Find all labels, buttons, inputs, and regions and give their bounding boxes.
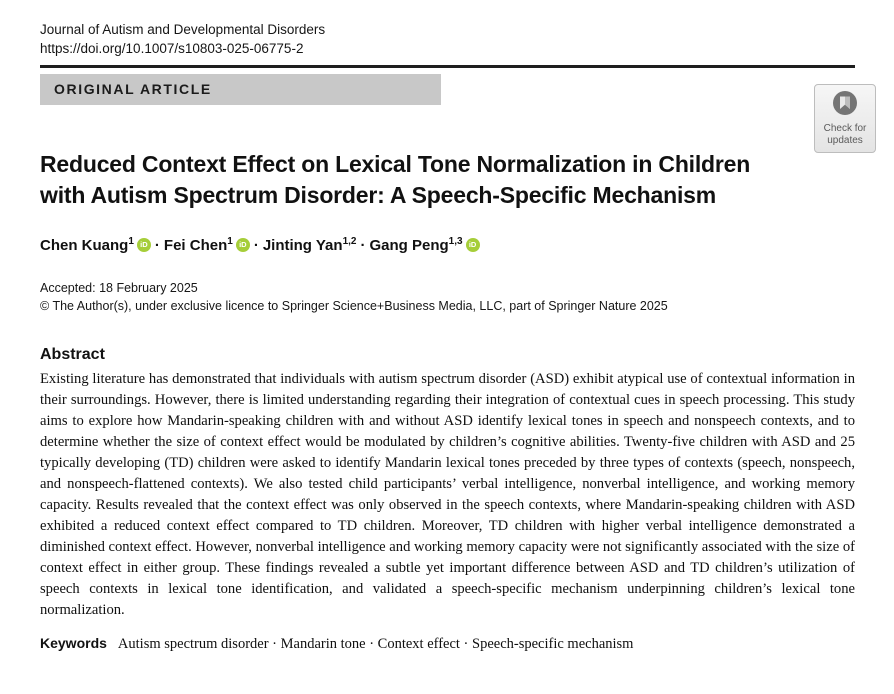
orcid-icon[interactable]: iD	[235, 238, 250, 252]
article-title: Reduced Context Effect on Lexical Tone N…	[40, 149, 855, 211]
author-affiliation-marker: 1,3	[448, 236, 463, 247]
abstract-heading: Abstract	[40, 346, 105, 363]
author-affiliation-marker: 1	[128, 236, 134, 247]
author-jinting-yan: Jinting Yan1,2	[262, 236, 357, 254]
crossmark-icon	[832, 90, 858, 116]
author-affiliation-marker: 1,2	[342, 236, 357, 247]
author-separator: ·	[154, 237, 160, 254]
copyright-line: © The Author(s), under exclusive licence…	[40, 298, 668, 313]
author-gang-peng: Gang Peng1,3 iD	[369, 236, 480, 254]
publication-info: Accepted: 18 February 2025 © The Author(…	[40, 280, 855, 315]
article-title-line-2: with Autism Spectrum Disorder: A Speech-…	[40, 182, 716, 208]
keywords-label: Keywords	[40, 635, 107, 651]
author-fei-chen: Fei Chen1 iD	[164, 236, 250, 254]
check-for-updates-button[interactable]: Check for updates	[814, 84, 876, 153]
abstract-text: Existing literature has demonstrated tha…	[40, 371, 855, 618]
keywords-row: Keywords Autism spectrum disorder · Manda…	[40, 635, 855, 653]
author-chen-kuang: Chen Kuang1 iD	[40, 236, 151, 254]
keywords-list: Autism spectrum disorder · Mandarin tone…	[117, 636, 634, 652]
header-divider	[40, 65, 855, 68]
journal-header: Journal of Autism and Developmental Diso…	[40, 20, 855, 58]
article-title-line-1: Reduced Context Effect on Lexical Tone N…	[40, 151, 751, 177]
accepted-date: Accepted: 18 February 2025	[40, 281, 198, 295]
journal-name: Journal of Autism and Developmental Diso…	[40, 22, 326, 37]
orcid-icon[interactable]: iD	[465, 238, 480, 252]
author-affiliation-marker: 1	[227, 236, 233, 247]
doi-link[interactable]: https://doi.org/10.1007/s10803-025-06775…	[40, 41, 304, 56]
author-separator: ·	[253, 237, 259, 254]
authors-row: Chen Kuang1 iD · Fei Chen1 iD · Jinting Yan1,2…	[40, 236, 855, 255]
author-separator: ·	[360, 237, 366, 254]
orcid-icon[interactable]: iD	[136, 238, 151, 252]
article-type-banner: ORIGINAL ARTICLE	[40, 74, 441, 105]
check-badge-label: Check for updates	[823, 123, 867, 146]
